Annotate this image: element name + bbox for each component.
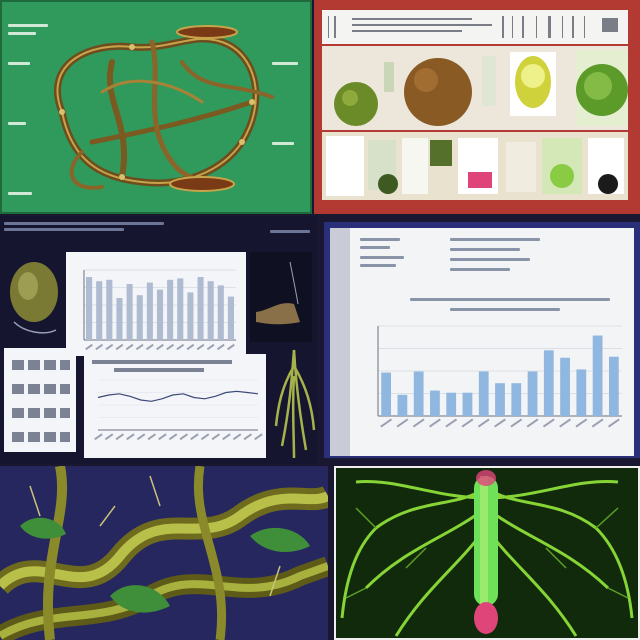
tick-label (95, 343, 104, 351)
bar (430, 390, 440, 416)
subtitle-placeholder (114, 368, 204, 372)
vine-diagram-panel (0, 0, 312, 214)
bar (462, 392, 473, 416)
tick-label (206, 343, 215, 351)
series-line (97, 390, 259, 402)
bar (126, 284, 133, 340)
tick-label (445, 418, 458, 428)
specimen-header-strip (322, 10, 628, 44)
tick-label (591, 418, 604, 428)
tick-label (126, 433, 135, 441)
bar (116, 298, 123, 340)
tick-label (243, 433, 253, 441)
tick-label (186, 343, 195, 351)
tick-label (196, 343, 205, 351)
specimen-row-bottom (322, 132, 628, 200)
specimen-board-panel (314, 0, 640, 214)
bar (576, 369, 587, 416)
tick-label (145, 343, 154, 351)
research-board-panel (0, 216, 318, 464)
tick-label (104, 433, 114, 441)
tick-label (526, 418, 539, 428)
bar (167, 279, 174, 340)
bar (446, 392, 457, 416)
bar (207, 281, 214, 340)
bar (86, 277, 93, 340)
root-cluster-icon (274, 349, 316, 459)
tick-label (542, 418, 555, 428)
tick-label (200, 433, 210, 441)
root-specimen-photo (250, 252, 312, 342)
bar (156, 289, 164, 340)
tick-label (190, 433, 199, 441)
tick-label (176, 343, 185, 351)
grid-figure (4, 348, 76, 452)
vine-render-panel (0, 466, 328, 640)
tick-label (94, 433, 103, 441)
tick-label (211, 433, 221, 441)
bar (592, 335, 603, 416)
bar (511, 383, 522, 416)
tick-label (412, 418, 425, 428)
tick-label (147, 433, 157, 441)
seed-icon (10, 262, 58, 334)
bar (560, 357, 570, 416)
tick-label (429, 418, 441, 428)
root-system-panel (334, 466, 640, 640)
bar (146, 282, 153, 340)
tick-label (85, 343, 93, 351)
bar (187, 292, 194, 340)
bar (106, 279, 113, 340)
tick-label (135, 343, 144, 351)
bar (197, 277, 204, 340)
tick-label (166, 343, 175, 351)
bar (543, 350, 554, 416)
tick-label (216, 343, 225, 351)
tick-label (105, 343, 114, 351)
tick-label (477, 418, 490, 428)
tick-label (115, 343, 124, 351)
tick-label (559, 418, 571, 428)
tick-label (254, 433, 263, 441)
tick-label (227, 343, 235, 351)
bar (478, 371, 489, 416)
tick-label (156, 343, 164, 351)
bar (227, 296, 234, 340)
tick-label (125, 343, 134, 351)
title-placeholder (92, 360, 232, 364)
tick-label (232, 433, 242, 441)
mini-bar-chart (66, 252, 246, 356)
tick-label (461, 418, 474, 428)
document-chart-panel (324, 222, 640, 458)
tick-label (222, 433, 231, 441)
bar (413, 371, 424, 416)
bar (527, 371, 538, 416)
tick-label (510, 418, 523, 428)
bar (397, 394, 408, 416)
line-chart (84, 354, 266, 458)
main-bar-chart (377, 325, 622, 428)
bar (136, 295, 143, 340)
bar (96, 281, 103, 340)
specimen-row-top (322, 46, 628, 130)
tick-label (115, 433, 125, 441)
bar (177, 278, 184, 340)
bar (217, 285, 224, 340)
tick-label (380, 418, 393, 428)
bar (495, 383, 505, 416)
bar (608, 356, 619, 416)
tick-label (494, 418, 506, 428)
bar (381, 372, 392, 416)
tick-label (396, 418, 409, 428)
tick-label (158, 433, 167, 441)
tick-label (136, 433, 146, 441)
tick-label (168, 433, 178, 441)
vine-diagram (53, 25, 274, 192)
tick-label (179, 433, 189, 441)
tick-label (575, 418, 588, 428)
tick-label (607, 418, 620, 428)
